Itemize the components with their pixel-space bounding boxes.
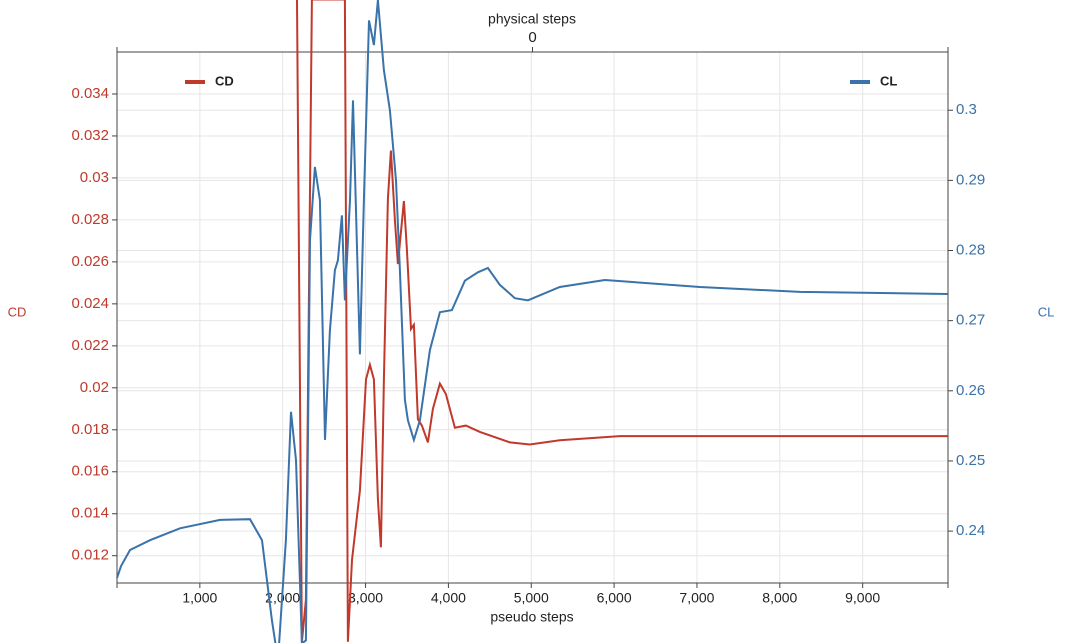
y2-tick-label: 0.3 [956,101,977,118]
x-tick-label: 6,000 [597,590,632,606]
y-tick-label: 0.014 [71,505,109,522]
x-tick-label: 4,000 [431,590,466,606]
y-tick-label: 0.032 [71,127,109,144]
y2-tick-label: 0.24 [956,522,985,539]
y-tick-label: 0.012 [71,547,109,564]
y2-axis-title: CL [1038,304,1055,319]
x-axis-title: pseudo steps [490,609,573,625]
x-tick-label: 9,000 [845,590,880,606]
y2-tick-label: 0.27 [956,312,985,329]
y-tick-label: 0.016 [71,463,109,480]
data-line [116,0,948,643]
y-tick-label: 0.026 [71,253,109,270]
y-tick-label: 0.024 [71,295,109,312]
x-tick-label: 5,000 [514,590,549,606]
x-tick-label: 7,000 [679,590,714,606]
y-tick-label: 0.018 [71,421,109,438]
y-tick-label: 0.03 [80,169,109,186]
legend-label: CL [880,73,897,88]
y-axis-title: CD [8,304,27,319]
y2-tick-label: 0.28 [956,241,985,258]
y-tick-label: 0.022 [71,337,109,354]
legend-label: CD [215,73,234,88]
y-tick-label: 0.028 [71,211,109,228]
data-line [296,0,948,642]
y2-tick-label: 0.26 [956,382,985,399]
y2-tick-label: 0.29 [956,171,985,188]
x-tick-label: 3,000 [348,590,383,606]
x-tick-label: 8,000 [762,590,797,606]
y-tick-label: 0.02 [80,379,109,396]
x2-axis-title: physical steps [488,11,576,27]
x-tick-label: 1,000 [182,590,217,606]
x2-tick-label: 0 [528,29,536,46]
y2-tick-label: 0.25 [956,452,985,469]
y-tick-label: 0.034 [71,85,109,102]
